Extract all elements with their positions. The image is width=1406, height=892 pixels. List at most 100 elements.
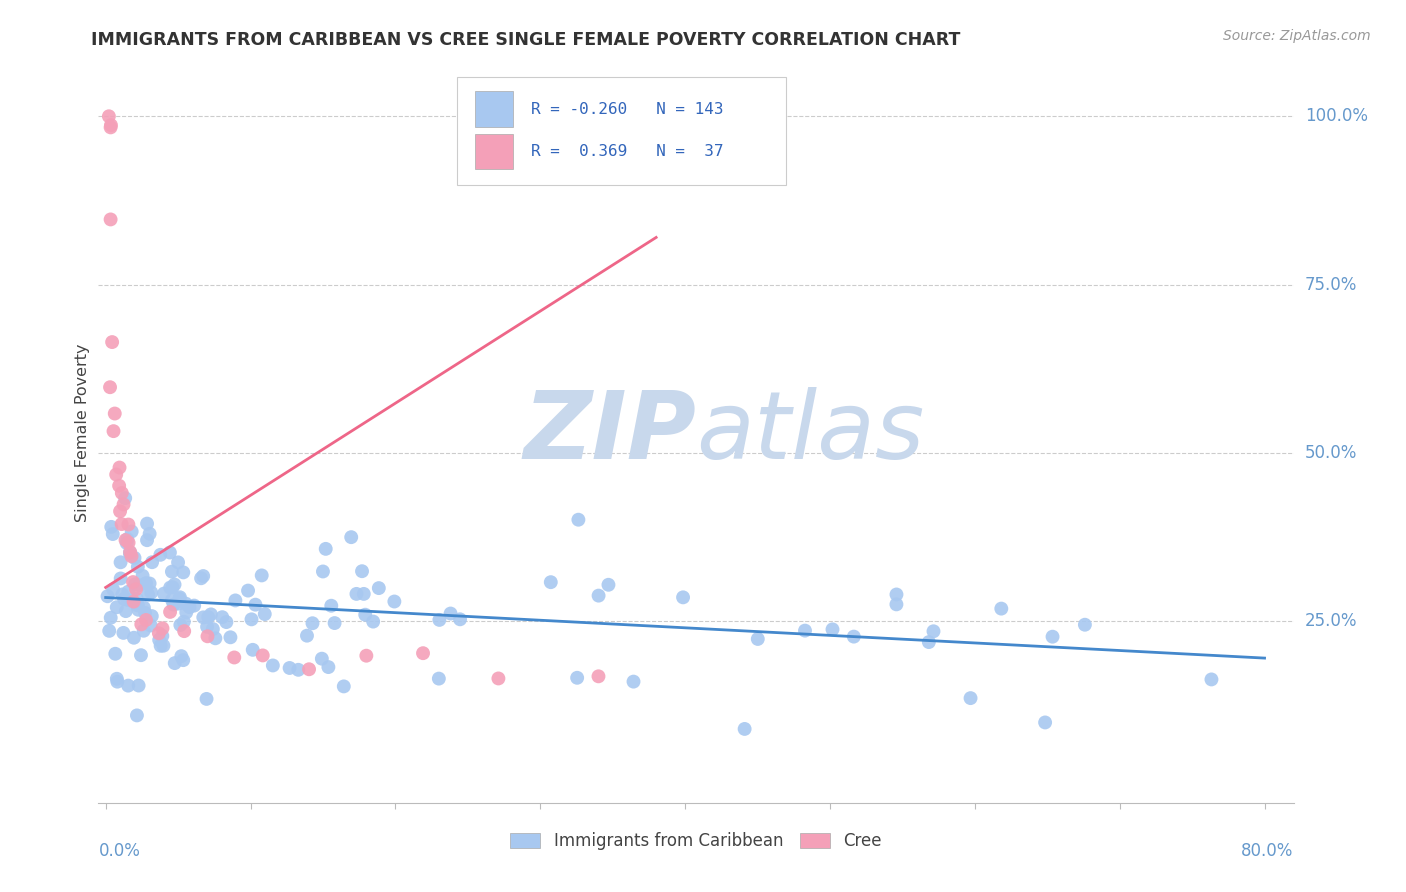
- Point: [173, 615, 195, 629]
- Point: [172, 566, 194, 580]
- Point: [127, 559, 149, 574]
- Point: [922, 624, 945, 639]
- Point: [127, 598, 149, 612]
- Point: [315, 541, 337, 556]
- Point: [110, 571, 132, 585]
- Point: [382, 594, 405, 608]
- Point: [117, 584, 139, 599]
- Point: [295, 629, 318, 643]
- Point: [1042, 630, 1064, 644]
- Point: [333, 680, 356, 694]
- Point: [117, 593, 139, 607]
- Point: [101, 582, 124, 597]
- Point: [318, 660, 340, 674]
- Point: [108, 479, 131, 493]
- Point: [169, 591, 191, 605]
- Point: [321, 599, 343, 613]
- Point: [115, 536, 138, 550]
- Text: atlas: atlas: [696, 387, 924, 478]
- Point: [101, 334, 124, 349]
- Text: 50.0%: 50.0%: [1305, 444, 1357, 462]
- Point: [201, 622, 224, 636]
- Point: [672, 591, 695, 605]
- Point: [101, 527, 124, 541]
- Point: [159, 605, 181, 619]
- Point: [149, 639, 172, 653]
- Point: [108, 504, 131, 518]
- Text: 75.0%: 75.0%: [1305, 276, 1357, 293]
- Point: [122, 575, 145, 590]
- Point: [132, 600, 155, 615]
- Point: [427, 672, 450, 686]
- Point: [174, 606, 197, 620]
- Point: [250, 568, 273, 582]
- Point: [131, 569, 153, 583]
- Point: [134, 606, 156, 620]
- Point: [112, 497, 135, 511]
- Point: [117, 535, 139, 549]
- Point: [124, 577, 146, 591]
- FancyBboxPatch shape: [475, 91, 513, 127]
- Point: [118, 547, 141, 561]
- Point: [124, 550, 146, 565]
- Point: [190, 571, 212, 585]
- Text: 100.0%: 100.0%: [1305, 107, 1368, 125]
- FancyBboxPatch shape: [457, 78, 786, 185]
- Point: [163, 577, 186, 591]
- Point: [350, 564, 373, 578]
- Point: [132, 624, 155, 638]
- Point: [105, 600, 128, 615]
- Point: [105, 674, 128, 689]
- Point: [842, 630, 865, 644]
- Point: [112, 626, 135, 640]
- Point: [565, 671, 588, 685]
- Point: [104, 647, 127, 661]
- Point: [240, 612, 263, 626]
- Point: [361, 615, 384, 629]
- Point: [794, 624, 817, 638]
- Point: [236, 583, 259, 598]
- Point: [169, 618, 191, 632]
- Point: [540, 575, 562, 590]
- Point: [153, 586, 176, 600]
- Point: [128, 578, 150, 592]
- Point: [623, 674, 645, 689]
- Point: [278, 661, 301, 675]
- Point: [197, 629, 219, 643]
- Point: [159, 581, 181, 595]
- Point: [150, 629, 173, 643]
- FancyBboxPatch shape: [475, 134, 513, 169]
- Point: [179, 600, 201, 615]
- Point: [110, 555, 132, 569]
- Point: [112, 591, 135, 606]
- Point: [103, 424, 125, 438]
- Point: [301, 616, 323, 631]
- Point: [136, 533, 159, 548]
- Point: [567, 513, 589, 527]
- Point: [252, 648, 274, 663]
- Point: [346, 587, 368, 601]
- Point: [100, 212, 122, 227]
- Point: [160, 565, 183, 579]
- Point: [162, 598, 184, 612]
- Point: [959, 691, 981, 706]
- Point: [215, 615, 238, 629]
- Point: [173, 624, 195, 639]
- Point: [111, 587, 134, 601]
- Point: [197, 610, 219, 624]
- Text: 25.0%: 25.0%: [1305, 612, 1357, 630]
- Point: [224, 650, 246, 665]
- Point: [152, 621, 174, 635]
- Text: R =  0.369   N =  37: R = 0.369 N = 37: [531, 144, 724, 159]
- Point: [98, 380, 121, 394]
- Point: [734, 722, 756, 736]
- Point: [97, 109, 120, 123]
- Point: [136, 516, 159, 531]
- Point: [918, 635, 941, 649]
- Point: [114, 604, 136, 618]
- Point: [117, 679, 139, 693]
- Point: [211, 610, 233, 624]
- Point: [412, 646, 434, 660]
- Point: [747, 632, 769, 646]
- Point: [120, 545, 142, 559]
